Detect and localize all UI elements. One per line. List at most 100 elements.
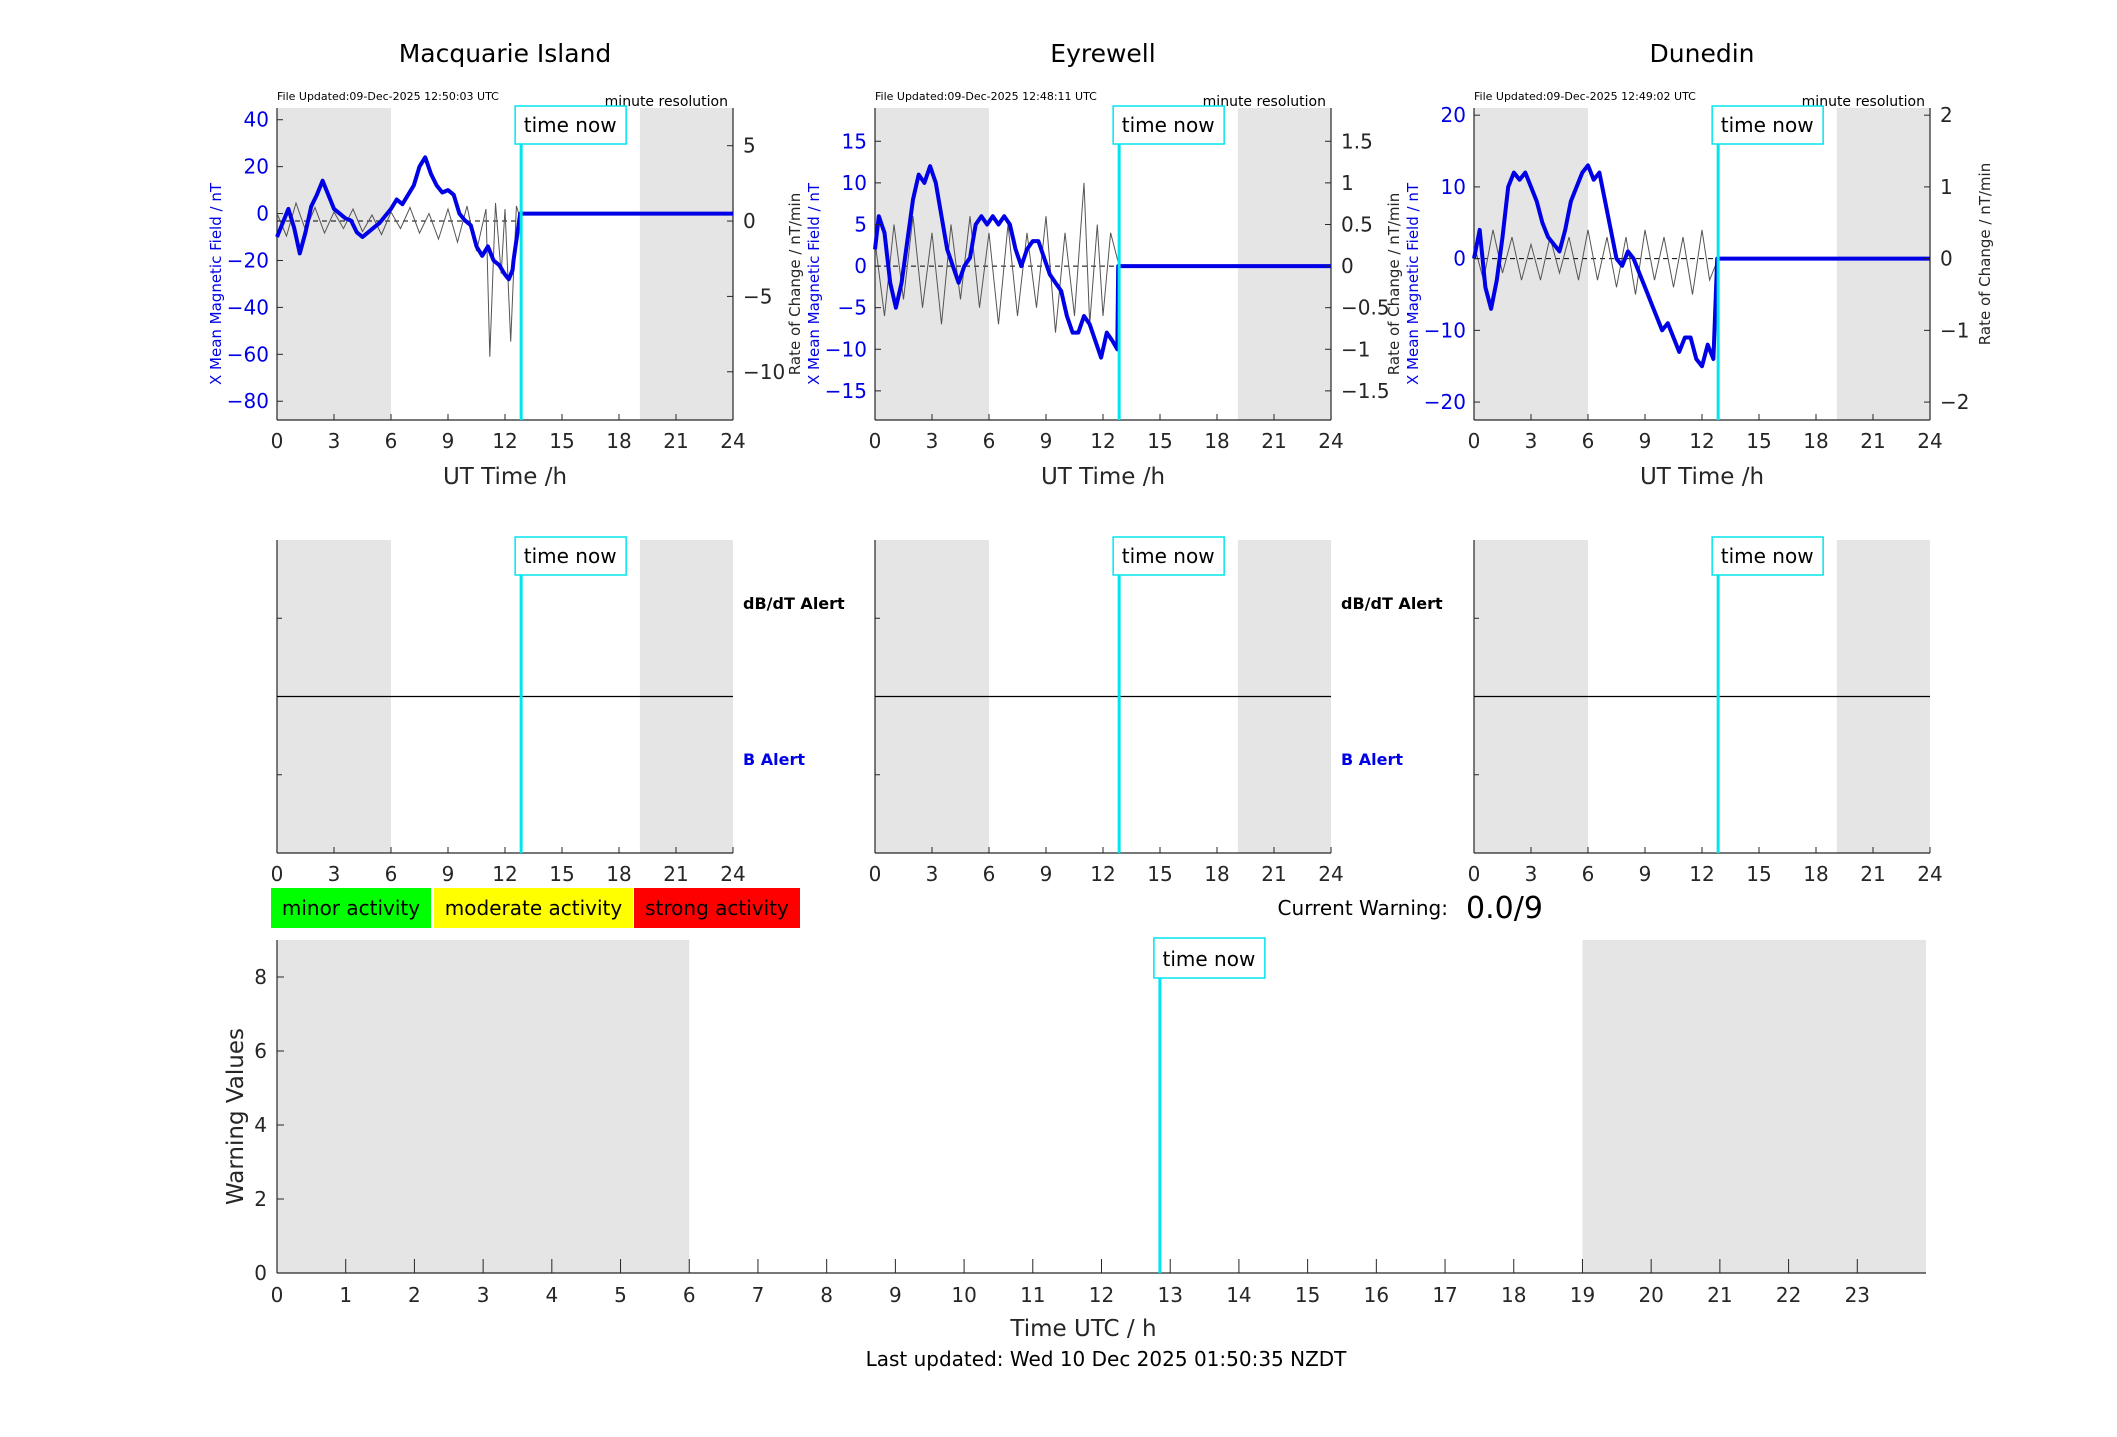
warning-chart-y-tick-label-1: 2 [254,1187,267,1211]
legend-swatch-minor [271,888,431,928]
station-1-y-right-tick-label-4: −0.5 [1341,296,1390,320]
alert-1-dbdt-alert-label: dB/dT Alert [1341,594,1443,613]
alert-1-x-tick-label-7: 21 [1261,862,1286,886]
station-2-y-left-tick-label-4: −20 [1424,390,1466,414]
alert-0-time-now-box [514,536,627,576]
station-2-x-tick-label-3: 9 [1639,429,1652,453]
station-1-y-left-tick-label-0: 15 [842,129,867,153]
station-1-time-now-box [1112,105,1225,145]
station-1-x-tick-label-3: 9 [1040,429,1053,453]
station-0-y-left-tick-label-1: 20 [244,155,269,179]
alert-2-x-tick-label-3: 9 [1639,862,1652,886]
station-0-y-left-tick-label-2: 0 [256,202,269,226]
station-2-night-shade-0 [1474,108,1588,420]
warning-chart-night-shade-0 [277,940,690,1273]
alert-0-b-alert-label: B Alert [743,750,805,769]
legend-label-minor: minor activity [282,896,420,920]
warning-chart-y-label: Warning Values [223,1028,249,1205]
warning-chart-x-tick-label-8: 8 [820,1283,833,1307]
alert-0-x-tick-label-6: 18 [606,862,631,886]
station-2-x-label: UT Time /h [1640,464,1764,490]
alert-2-x-tick-label-8: 24 [1917,862,1942,886]
station-0-rate-series [276,201,522,357]
alert-0-x-tick-label-2: 6 [385,862,398,886]
station-2-night-shade-1 [1836,108,1930,420]
current-warning-value: 0.0/9 [1466,891,1543,926]
station-2-x-tick-label-6: 18 [1803,429,1828,453]
station-1-x-tick-label-6: 18 [1204,429,1229,453]
station-2-x-tick-label-0: 0 [1468,429,1481,453]
station-0-y-right-tick-label-1: 0 [743,209,756,233]
alert-0-x-tick-label-5: 15 [549,862,574,886]
station-0-x-label: UT Time /h [443,464,567,490]
station-0-title: Macquarie Island [399,39,612,68]
station-0-y-right-tick-label-2: −5 [743,284,772,308]
warning-chart-y-tick-label-2: 4 [254,1113,267,1137]
station-0-panel: 40 20 0 −20 −40 −60 −80 5 0 −5 −10 0 3 6 9 12 15 18 21 24 Ma… [207,39,785,490]
station-1-x-tick-label-8: 24 [1318,429,1343,453]
warning-chart-x-tick-label-13: 13 [1157,1283,1182,1307]
station-2-y-right-tick-label-1: 1 [1940,175,1953,199]
warning-chart-time-now-label: time now [1162,947,1255,971]
warning-chart-x-tick-label-20: 20 [1638,1283,1663,1307]
station-1-y-right-tick-label-1: 1 [1341,171,1354,195]
station-0-night-shade-1 [639,108,733,420]
station-0-x-tick-label-4: 12 [492,429,517,453]
warning-chart-x-tick-label-21: 21 [1707,1283,1732,1307]
station-0-x-tick-label-6: 18 [606,429,631,453]
warning-chart-x-tick-label-6: 6 [683,1283,696,1307]
alert-2-x-tick-label-6: 18 [1803,862,1828,886]
station-1-night-shade-1 [1237,108,1331,420]
alert-2-x-tick-label-4: 12 [1689,862,1714,886]
legend-label-strong: strong activity [645,896,789,920]
station-2-rate-series [1473,229,1719,295]
warning-chart-x-tick-label-18: 18 [1501,1283,1526,1307]
warning-chart-x-tick-label-19: 19 [1570,1283,1595,1307]
alert-1-time-now-label: time now [1122,544,1215,568]
station-1-y-left-tick-label-6: −15 [825,379,867,403]
warning-chart-x-tick-label-22: 22 [1776,1283,1801,1307]
station-1-y-left-tick-label-2: 5 [854,212,867,236]
station-2-y-right-label: Rate of Change / nT/min [1976,163,1994,345]
station-2-y-right-tick-label-0: 2 [1940,103,1953,127]
station-2-y-left-tick-label-1: 10 [1441,175,1466,199]
warning-chart-x-tick-label-23: 23 [1845,1283,1870,1307]
station-0-x-tick-label-1: 3 [328,429,341,453]
station-1-rate-series [874,182,1120,333]
station-0-y-right-tick-label-0: 5 [743,134,756,158]
alert-2-time-now-label: time now [1721,544,1814,568]
station-1-y-right-label: Rate of Change / nT/min [786,193,804,375]
warning-chart-x-tick-label-15: 15 [1295,1283,1320,1307]
station-2-resolution: minute resolution [1802,94,1925,110]
warning-chart-y-tick-label-3: 6 [254,1039,267,1063]
alert-0-x-tick-label-7: 21 [663,862,688,886]
station-1-night-shade-0 [875,108,989,420]
station-2-y-left-tick-label-3: −10 [1424,318,1466,342]
station-2-y-right-tick-label-3: −1 [1940,318,1969,342]
station-0-field-series [275,155,733,282]
station-1-y-right-tick-label-5: −1 [1341,337,1370,361]
station-2-y-right-tick-label-4: −2 [1940,390,1969,414]
alert-0-dbdt-alert-label: dB/dT Alert [743,594,845,613]
warning-chart-x-tick-label-4: 4 [545,1283,558,1307]
station-1-y-left-tick-label-5: −10 [825,337,867,361]
station-2-y-left-tick-label-0: 20 [1441,103,1466,127]
warning-chart-y-tick-label-4: 8 [254,965,267,989]
alert-1-x-tick-label-8: 24 [1318,862,1343,886]
station-2-time-now-label: time now [1721,113,1814,137]
station-2-x-tick-label-1: 3 [1525,429,1538,453]
station-1-panel: 15 10 5 0 −5 −10 −15 1.5 1 0.5 0 −0.5 −1 −1.5 0 3 6 9 12 15… [786,39,1390,490]
station-0-y-right-tick-label-3: −10 [743,360,785,384]
alert-1-time-now-box [1112,536,1225,576]
current-warning-label: Current Warning: [1278,896,1448,920]
station-1-x-tick-label-7: 21 [1261,429,1286,453]
station-2-x-tick-label-5: 15 [1746,429,1771,453]
station-0-x-tick-label-5: 15 [549,429,574,453]
alert-2-time-now-box [1711,536,1824,576]
station-0-y-left-tick-label-3: −20 [227,248,269,272]
warning-chart-x-tick-label-10: 10 [951,1283,976,1307]
warning-chart-x-tick-label-2: 2 [408,1283,421,1307]
